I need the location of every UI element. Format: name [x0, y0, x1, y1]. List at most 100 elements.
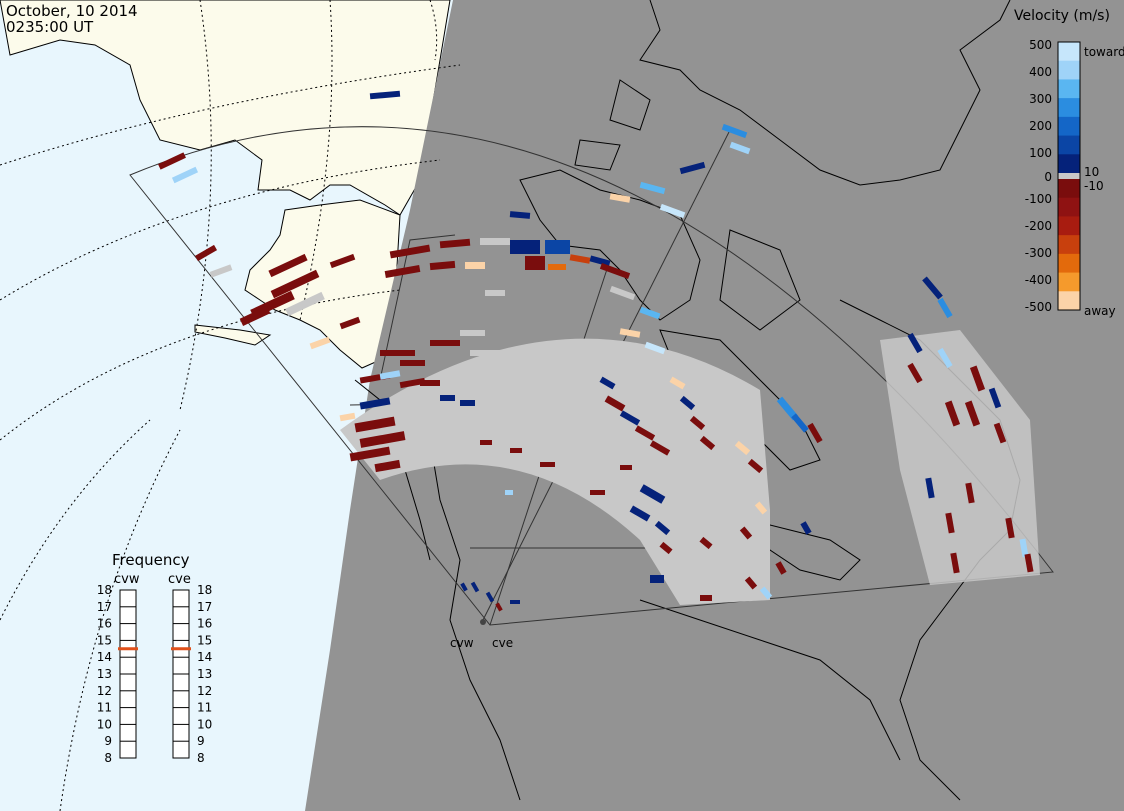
- echo-cell: [329, 253, 356, 269]
- scatter-echoes: [158, 90, 1034, 612]
- echo-cell: [465, 262, 485, 269]
- velocity-color-swatch: [1058, 116, 1080, 137]
- echo-cell: [669, 376, 686, 390]
- echo-cell: [1019, 538, 1029, 558]
- echo-cell: [729, 141, 751, 155]
- radar-site-marker: [480, 619, 486, 625]
- echo-cell: [510, 448, 522, 453]
- echo-cell: [485, 591, 495, 603]
- echo-cell: [470, 581, 480, 593]
- echo-cell: [389, 244, 431, 259]
- echo-cell: [620, 465, 632, 470]
- echo-cell: [460, 582, 468, 592]
- date-label: October, 10 2014: [6, 2, 138, 20]
- frequency-level-label: 16: [197, 617, 212, 631]
- echo-cell: [734, 440, 751, 456]
- echo-cell: [349, 446, 391, 462]
- echo-cell: [470, 350, 500, 356]
- echo-cell: [460, 400, 475, 406]
- echo-cell: [807, 422, 823, 444]
- velocity-tick-label: -100: [1025, 192, 1052, 206]
- echo-cell: [775, 561, 787, 575]
- echo-cell: [460, 330, 485, 336]
- frequency-legend: Frequency cvw cve 18 18 17 17 16 16 15 15 14 14 13…: [97, 551, 213, 765]
- velocity-color-swatch: [1058, 272, 1080, 292]
- echo-cell: [379, 370, 401, 380]
- echo-cell: [689, 415, 706, 431]
- echo-cell: [420, 380, 440, 386]
- echo-cell: [209, 264, 233, 278]
- velocity-ticks: 500400300200100100-10-100-200-300-400-50…: [1025, 38, 1104, 314]
- frequency-grid: 18 18 17 17 16 16 15 15 14 14 13 13 12 12 11 11 10 10 9 9 8 8: [97, 583, 213, 765]
- echo-cell: [194, 244, 218, 262]
- velocity-legend: Velocity (m/s) toward away 500 400 300 200 1…: [1014, 8, 1124, 318]
- echo-cell: [599, 376, 616, 390]
- echo-cell: [988, 387, 1002, 409]
- frequency-radar-left: cvw: [114, 572, 140, 587]
- echo-cell: [937, 297, 953, 319]
- velocity-colorbar-frame: [1057, 41, 1081, 311]
- echo-cell: [644, 341, 666, 355]
- frequency-level-label: 12: [197, 684, 212, 698]
- echo-cell: [239, 306, 271, 326]
- echo-cell: [510, 600, 520, 604]
- echo-cell: [339, 316, 361, 330]
- groundscatter-band: [340, 338, 770, 605]
- echo-cell: [654, 520, 671, 536]
- frequency-level-label: 14: [97, 650, 112, 664]
- echo-cell: [1005, 517, 1015, 539]
- frequency-level-label: 12: [97, 684, 112, 698]
- frequency-level-label: 18: [197, 583, 212, 597]
- velocity-tick-label: 300: [1029, 92, 1052, 106]
- echo-cell: [659, 541, 673, 555]
- echo-cell: [599, 263, 631, 279]
- echo-cell: [649, 440, 671, 456]
- echo-cell: [907, 362, 923, 384]
- echo-cell: [639, 181, 666, 195]
- echo-cell: [604, 395, 626, 412]
- velocity-tick-label: 500: [1029, 38, 1052, 52]
- velocity-color-swatch: [1058, 60, 1080, 80]
- echo-cell: [480, 238, 510, 245]
- velocity-color-swatch: [1058, 135, 1080, 155]
- frequency-level-label: 18: [97, 583, 112, 597]
- echo-cell: [639, 484, 666, 504]
- frequency-level-label: 9: [104, 734, 112, 748]
- echo-cell: [359, 431, 406, 448]
- frequency-level-label: 14: [197, 650, 212, 664]
- frequency-level-label: 16: [97, 617, 112, 631]
- geo-grid: [0, 0, 461, 811]
- echo-cell: [739, 526, 753, 540]
- echo-cell: [285, 291, 325, 317]
- time-label: 0235:00 UT: [6, 18, 94, 36]
- echo-cell: [510, 240, 540, 254]
- velocity-tick-label: 0: [1044, 170, 1052, 184]
- echo-cell: [430, 340, 460, 346]
- echo-cell: [171, 166, 199, 184]
- echo-cell: [1024, 553, 1034, 573]
- echo-cell: [495, 602, 503, 612]
- echo-cell: [384, 265, 421, 278]
- echo-cell: [937, 347, 953, 369]
- echo-cell: [965, 482, 975, 504]
- echo-cell: [505, 490, 513, 495]
- echo-cell: [721, 123, 748, 139]
- velocity-color-swatch: [1058, 154, 1080, 174]
- echo-cell: [744, 576, 758, 590]
- frequency-title: Frequency: [112, 551, 190, 569]
- frequency-level-label: 10: [97, 717, 112, 731]
- velocity-tick-label: 10: [1084, 165, 1099, 179]
- echo-cell: [609, 285, 636, 301]
- echo-cell: [399, 377, 426, 389]
- echo-cell: [639, 306, 661, 320]
- velocity-tick-label: -400: [1025, 273, 1052, 287]
- frequency-level-label: 8: [197, 751, 205, 765]
- frequency-level-label: 11: [197, 701, 212, 715]
- echo-cell: [509, 211, 531, 219]
- frequency-radar-right: cve: [168, 572, 191, 587]
- echo-cell: [945, 512, 955, 534]
- velocity-color-swatch: [1058, 42, 1080, 62]
- away-label: away: [1084, 304, 1116, 318]
- velocity-tick-label: 100: [1029, 146, 1052, 160]
- echo-cell: [993, 422, 1007, 444]
